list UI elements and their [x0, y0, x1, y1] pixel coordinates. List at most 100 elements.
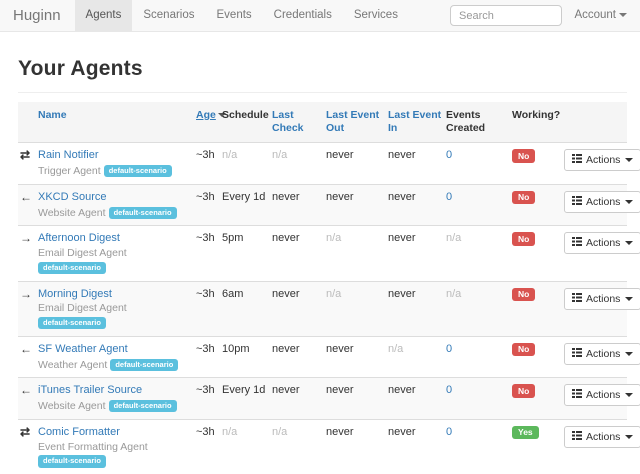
arrow-right-icon: →: [20, 286, 32, 301]
cell-name: Rain Notifier Trigger Agent default-scena…: [38, 142, 196, 185]
list-icon: [572, 389, 582, 401]
age-value: ~3h: [196, 425, 215, 438]
cell-age: ~3h: [196, 335, 222, 378]
events-created-link[interactable]: 0: [446, 190, 453, 203]
agent-type-label: Trigger Agent: [38, 165, 101, 177]
actions-button[interactable]: Actions: [564, 190, 640, 213]
actions-button[interactable]: Actions: [564, 342, 640, 365]
cell-direction: →: [18, 225, 38, 281]
table-header-row: Name Age Schedule Last Check Last Event …: [18, 102, 627, 143]
cell-last-check: n/a: [272, 142, 326, 185]
agent-name-link[interactable]: Afternoon Digest: [38, 232, 120, 245]
cell-last-check: never: [272, 335, 326, 378]
caret-down-icon: [625, 199, 634, 204]
table-row: ⇄ Comic Formatter Event Formatting Agent d…: [18, 418, 640, 474]
nav-item-services[interactable]: Services: [353, 9, 398, 21]
agent-subline: Website Agent default-scenario: [38, 399, 192, 414]
last-check-value: never: [272, 232, 300, 245]
agent-type-label: Website Agent: [38, 400, 106, 412]
sort-name-link[interactable]: Name: [38, 109, 67, 121]
last-event-in-value: never: [388, 149, 416, 162]
actions-label: Actions: [586, 195, 621, 208]
last-event-out-value: never: [326, 342, 354, 355]
last-event-in-value: never: [388, 287, 416, 300]
caret-down-icon: [625, 296, 634, 301]
chevron-down-icon: [619, 13, 627, 17]
cell-direction: ⇄: [18, 142, 38, 185]
brand-link[interactable]: Huginn: [13, 7, 61, 24]
cell-last-event-out: n/a: [326, 225, 388, 281]
cell-last-check: n/a: [272, 418, 326, 474]
table-row: ← iTunes Trailer Source Website Agent defa…: [18, 377, 640, 420]
actions-button[interactable]: Actions: [564, 425, 640, 448]
account-dropdown[interactable]: Account: [574, 0, 627, 31]
actions-button[interactable]: Actions: [564, 287, 640, 310]
last-event-out-value: never: [326, 425, 354, 438]
cell-actions: Actions: [564, 225, 640, 281]
cell-events-created: 0: [446, 377, 512, 420]
events-created-link[interactable]: 0: [446, 384, 453, 397]
last-check-value: n/a: [272, 149, 288, 162]
cell-age: ~3h: [196, 280, 222, 337]
cell-events-created: 0: [446, 183, 512, 226]
nav-item-agents[interactable]: Agents: [74, 0, 133, 31]
events-created-link[interactable]: 0: [446, 425, 453, 438]
caret-down-icon: [625, 241, 634, 246]
agent-name-link[interactable]: XKCD Source: [38, 190, 107, 203]
cell-direction: ←: [18, 183, 38, 226]
events-created-link[interactable]: 0: [446, 149, 453, 162]
arrow-right-icon: →: [20, 231, 32, 246]
cell-last-event-in: never: [388, 280, 446, 337]
sort-age-link[interactable]: Age: [196, 109, 216, 121]
list-icon: [572, 195, 582, 208]
cell-working: No: [512, 183, 564, 226]
cell-name: Afternoon Digest Email Digest Agent defau…: [38, 225, 196, 281]
scenario-badge[interactable]: default-scenario: [108, 400, 177, 413]
agent-subline: Trigger Agent default-scenario: [38, 164, 192, 179]
list-icon: [572, 430, 582, 443]
caret-down-icon: [625, 393, 634, 398]
events-created-link[interactable]: 0: [446, 342, 453, 355]
sort-last-event-out-link[interactable]: Last Event Out: [326, 109, 380, 135]
scenario-badge[interactable]: default-scenario: [110, 358, 179, 371]
cell-last-event-in: never: [388, 418, 446, 474]
scenario-badge[interactable]: default-scenario: [103, 165, 172, 178]
list-icon: [572, 154, 582, 166]
header-working: Working?: [512, 102, 564, 143]
schedule-value: n/a: [222, 149, 238, 162]
cell-schedule: Every 1d: [222, 377, 272, 420]
nav-item-scenarios[interactable]: Scenarios: [143, 9, 195, 21]
schedule-value: 5pm: [222, 232, 244, 245]
agent-name-link[interactable]: Comic Formatter: [38, 425, 120, 438]
cell-last-event-out: never: [326, 377, 388, 420]
scenario-badge[interactable]: default-scenario: [38, 261, 106, 274]
last-check-value: never: [272, 190, 300, 203]
cell-direction: ←: [18, 377, 38, 420]
cell-actions: Actions: [564, 142, 640, 185]
cell-working: No: [512, 335, 564, 378]
cell-last-event-in: never: [388, 142, 446, 185]
scenario-badge[interactable]: default-scenario: [108, 206, 177, 219]
caret-down-icon: [625, 434, 634, 439]
nav-item-events[interactable]: Events: [216, 9, 252, 21]
scenario-badge[interactable]: default-scenario: [38, 455, 106, 468]
agent-name-link[interactable]: Rain Notifier: [38, 149, 99, 162]
sort-last-event-in-link[interactable]: Last Event In: [388, 109, 442, 135]
search-input[interactable]: [450, 5, 562, 26]
nav-item-credentials[interactable]: Credentials: [273, 9, 332, 21]
agent-subline: Website Agent default-scenario: [38, 206, 192, 221]
actions-button[interactable]: Actions: [564, 149, 640, 172]
scenario-badge[interactable]: default-scenario: [38, 317, 106, 330]
agent-name-link[interactable]: SF Weather Agent: [38, 342, 128, 355]
cell-working: Yes: [512, 418, 564, 474]
cell-name: SF Weather Agent Weather Agent default-sc…: [38, 335, 196, 378]
sort-last-check-link[interactable]: Last Check: [272, 109, 304, 135]
cell-last-check: never: [272, 280, 326, 337]
agent-name-link[interactable]: Morning Digest: [38, 287, 112, 300]
actions-button[interactable]: Actions: [564, 232, 640, 255]
cell-working: No: [512, 377, 564, 420]
actions-button[interactable]: Actions: [564, 384, 640, 407]
header-schedule: Schedule: [222, 102, 272, 143]
agent-name-link[interactable]: iTunes Trailer Source: [38, 384, 143, 397]
agent-subline: Weather Agent default-scenario: [38, 358, 192, 373]
